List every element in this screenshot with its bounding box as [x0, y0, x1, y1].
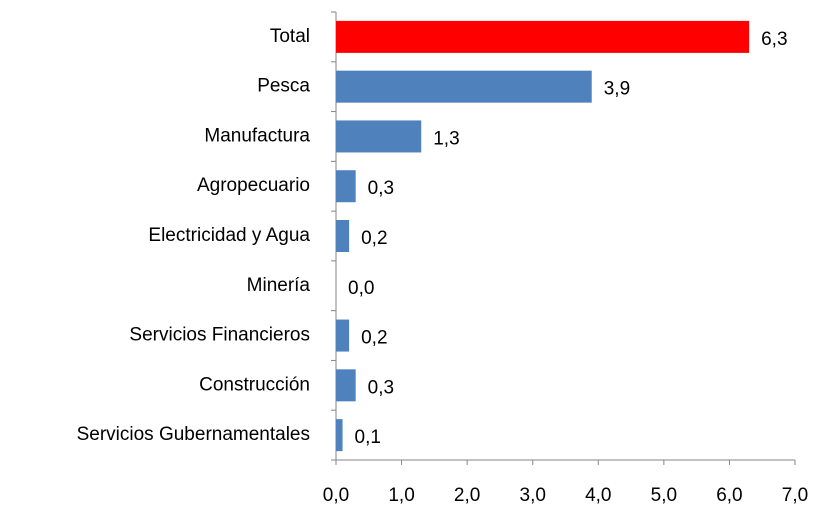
x-tick-label: 3,0: [520, 485, 546, 506]
y-tick-label: Manufactura: [204, 125, 310, 146]
bar: [336, 170, 356, 203]
y-tick-label: Construcción: [199, 374, 310, 395]
x-tick-label: 0,0: [323, 485, 349, 506]
value-label: 0,1: [355, 427, 381, 448]
y-tick-label: Servicios Gubernamentales: [77, 424, 310, 445]
value-label: 0,0: [348, 278, 374, 299]
x-tick-label: 1,0: [388, 485, 414, 506]
y-tick-label: Agropecuario: [197, 175, 310, 196]
bar: [336, 220, 350, 252]
value-label: 1,3: [433, 128, 459, 149]
value-label: 0,2: [361, 228, 387, 249]
bar: [336, 70, 592, 103]
value-label: 3,9: [604, 79, 630, 100]
y-tick-label: Minería: [247, 275, 311, 296]
bar: [336, 319, 350, 352]
y-tick-label: Servicios Financieros: [129, 325, 310, 346]
value-label: 0,3: [368, 178, 394, 199]
bar: [336, 369, 356, 402]
bar: [336, 20, 750, 53]
x-tick-label: 6,0: [716, 485, 742, 506]
x-tick-label: 2,0: [454, 485, 480, 506]
bar: [336, 120, 422, 153]
y-tick-label: Electricidad y Agua: [148, 225, 310, 246]
value-label: 6,3: [761, 29, 787, 50]
x-tick-label: 7,0: [782, 485, 808, 506]
x-tick-label: 4,0: [585, 485, 611, 506]
bar: [336, 419, 343, 452]
y-tick-label: Pesca: [257, 76, 310, 97]
x-tick-label: 5,0: [651, 485, 677, 506]
value-label: 0,3: [368, 377, 394, 398]
y-tick-label: Total: [270, 26, 310, 47]
value-label: 0,2: [361, 328, 387, 349]
